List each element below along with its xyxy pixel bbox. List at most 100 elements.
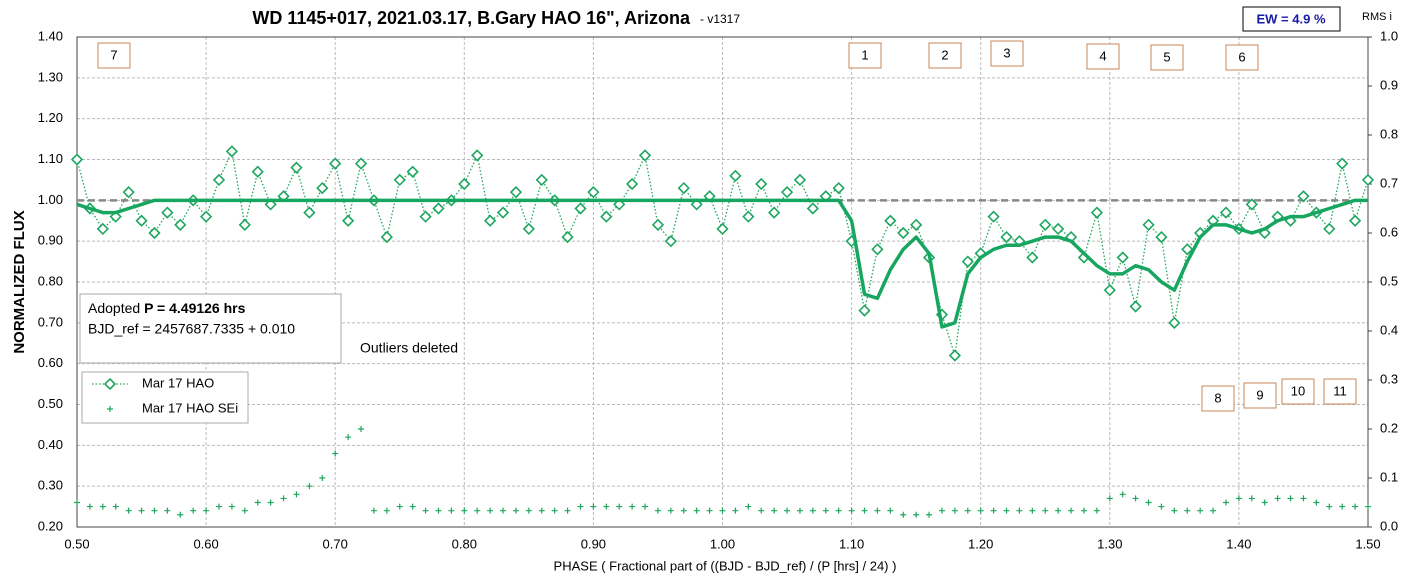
cross-point bbox=[190, 507, 197, 514]
x-tick-label: 1.20 bbox=[968, 536, 993, 551]
diamond-point bbox=[1103, 284, 1116, 297]
cross-point bbox=[822, 507, 829, 514]
x-tick-label: 1.50 bbox=[1355, 536, 1380, 551]
x-tick-label: 0.90 bbox=[581, 536, 606, 551]
cross-point bbox=[267, 499, 274, 506]
diamond-point bbox=[871, 243, 884, 256]
cross-point bbox=[951, 507, 958, 514]
event-box bbox=[1150, 44, 1184, 71]
cross-point bbox=[1313, 499, 1320, 506]
diamond-point bbox=[664, 235, 677, 248]
info-line2: BJD_ref = 2457687.7335 + 0.010 bbox=[88, 321, 295, 337]
diamond-point bbox=[1039, 218, 1052, 231]
diamond-point bbox=[471, 149, 484, 162]
event-box bbox=[97, 42, 131, 69]
diamond-point bbox=[587, 186, 600, 199]
y-tick-label: 0.80 bbox=[38, 273, 63, 288]
diamond-point bbox=[303, 206, 316, 219]
cross-point bbox=[1171, 507, 1178, 514]
cross-point bbox=[177, 511, 184, 518]
cross-point bbox=[771, 507, 778, 514]
diamond-point bbox=[1168, 316, 1181, 329]
cross-point bbox=[358, 426, 365, 432]
cross-point bbox=[1184, 507, 1191, 514]
diamond-point bbox=[948, 349, 962, 362]
cross-point bbox=[1093, 507, 1100, 514]
y-tick-label: 1.00 bbox=[38, 192, 63, 207]
diamond-point bbox=[755, 177, 768, 191]
diamond-point bbox=[380, 230, 393, 244]
event-label: 9 bbox=[1256, 387, 1263, 402]
diamond-point bbox=[1219, 206, 1233, 219]
x-tick-label: 0.80 bbox=[452, 536, 477, 551]
diamond-point bbox=[742, 210, 755, 223]
cross-point bbox=[1248, 495, 1255, 502]
chart-title: WD 1145+017, 2021.03.17, B.Gary HAO 16",… bbox=[252, 8, 691, 28]
diamond-point bbox=[677, 181, 690, 195]
x-tick-label: 1.40 bbox=[1226, 536, 1251, 551]
cross-point bbox=[254, 499, 261, 506]
cross-point bbox=[964, 507, 971, 514]
diamond-point bbox=[768, 206, 781, 219]
y-tick-label: 1.40 bbox=[38, 28, 63, 43]
event-box bbox=[1323, 378, 1357, 405]
diamond-point bbox=[354, 157, 368, 170]
fit-line bbox=[76, 198, 1368, 329]
cross-point bbox=[164, 507, 171, 514]
diamond-point bbox=[135, 214, 148, 227]
cross-point bbox=[461, 507, 468, 514]
diamond-point bbox=[574, 202, 587, 215]
cross-point bbox=[1197, 507, 1204, 514]
cross-point bbox=[590, 503, 597, 510]
cross-point bbox=[396, 503, 403, 510]
y-axis-title: NORMALIZED FLUX bbox=[11, 210, 28, 353]
cross-point bbox=[938, 507, 945, 514]
cross-point bbox=[874, 507, 881, 514]
diamond-point bbox=[806, 202, 820, 215]
cross-point bbox=[383, 507, 390, 514]
cross-point bbox=[551, 507, 558, 514]
diamond-point bbox=[458, 177, 471, 191]
event-label: 6 bbox=[1238, 49, 1245, 64]
cross-point bbox=[732, 507, 739, 514]
event-box bbox=[848, 42, 882, 69]
diamond-point bbox=[1000, 230, 1013, 244]
cross-point bbox=[306, 483, 313, 490]
diamond-point bbox=[1116, 251, 1129, 264]
diamond-point bbox=[1323, 222, 1336, 236]
cross-point bbox=[616, 503, 623, 510]
diamond-point bbox=[1052, 222, 1065, 236]
cross-point bbox=[370, 507, 377, 514]
cross-point bbox=[758, 507, 765, 514]
diamond-point bbox=[651, 218, 665, 231]
diamond-point bbox=[522, 222, 535, 236]
y-tick-label: 1.10 bbox=[38, 151, 63, 166]
y2-tick-label: 1.0 bbox=[1380, 28, 1398, 43]
diamond-point bbox=[96, 222, 109, 236]
cross-point bbox=[603, 503, 610, 510]
cross-point bbox=[629, 503, 636, 510]
diamond-point bbox=[316, 181, 329, 195]
event-box bbox=[1281, 378, 1315, 405]
info-line: Adopted P = 4.49126 hrs bbox=[88, 300, 246, 316]
cross-point bbox=[512, 507, 519, 514]
cross-point bbox=[667, 507, 674, 514]
cross-point bbox=[241, 507, 248, 514]
diamond-point bbox=[1129, 300, 1142, 313]
y-tick-label: 1.30 bbox=[38, 69, 63, 84]
cross-point bbox=[1003, 507, 1010, 514]
y2-tick-label: 0.1 bbox=[1380, 469, 1398, 484]
diamond-point bbox=[1155, 230, 1168, 244]
plot-frame bbox=[76, 36, 1369, 528]
cross-point bbox=[1029, 507, 1036, 514]
diamond-point bbox=[483, 214, 497, 227]
event-label: 11 bbox=[1333, 383, 1347, 398]
event-box bbox=[928, 42, 962, 69]
y-tick-label: 0.50 bbox=[38, 396, 63, 411]
cross-point bbox=[1274, 495, 1281, 502]
y-tick-label: 0.70 bbox=[38, 314, 63, 329]
event-box bbox=[1086, 43, 1120, 70]
diamond-point bbox=[393, 173, 406, 187]
cross-point bbox=[448, 507, 455, 514]
cross-point bbox=[86, 503, 93, 510]
